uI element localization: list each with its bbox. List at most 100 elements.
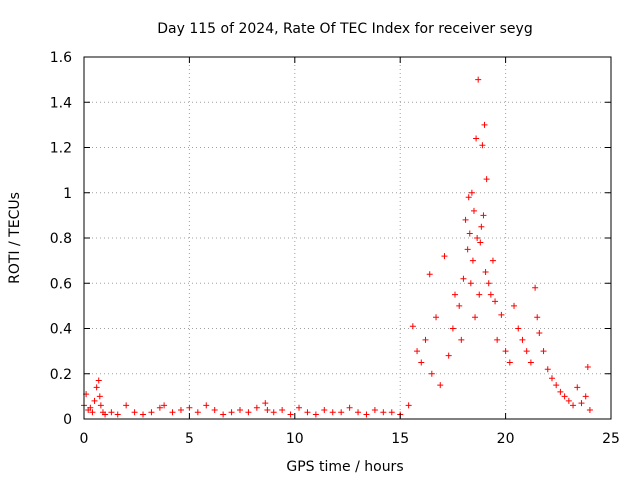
data-point: [93, 384, 100, 391]
data-point: [422, 336, 429, 343]
data-point: [468, 189, 475, 196]
data-point: [479, 142, 486, 149]
data-point: [329, 409, 336, 416]
x-tick-label: 5: [185, 431, 194, 447]
data-point: [557, 388, 564, 395]
data-point: [578, 400, 585, 407]
data-point: [476, 291, 483, 298]
data-point: [534, 314, 541, 321]
data-point: [487, 291, 494, 298]
data-point: [380, 409, 387, 416]
data-point: [475, 76, 482, 83]
data-point: [203, 402, 210, 409]
data-point: [449, 325, 456, 332]
data-point: [532, 284, 539, 291]
data-point: [96, 393, 103, 400]
data-point: [483, 176, 490, 183]
data-point: [527, 359, 534, 366]
data-point: [481, 121, 488, 128]
y-tick-label: 0.6: [50, 276, 72, 292]
data-point: [536, 330, 543, 337]
data-point: [502, 348, 509, 355]
data-point: [472, 314, 479, 321]
data-point: [464, 246, 471, 253]
data-point: [473, 135, 480, 142]
data-point: [570, 402, 577, 409]
data-point: [458, 336, 465, 343]
x-axis-label: GPS time / hours: [286, 459, 403, 475]
data-point: [574, 384, 581, 391]
data-point: [253, 404, 260, 411]
data-point: [523, 348, 530, 355]
data-point: [321, 406, 328, 413]
data-point: [220, 411, 227, 418]
y-tick-label: 0: [63, 412, 72, 428]
data-point: [211, 406, 218, 413]
data-point: [586, 406, 593, 413]
data-point: [582, 393, 589, 400]
data-point: [156, 404, 163, 411]
data-point: [140, 411, 147, 418]
data-point: [97, 402, 104, 409]
ticks-layer: 0 0.2 0.4 0.6 0.8 1 1.2 1.4 1.6 0 5 10 15 20 25: [50, 50, 620, 447]
data-point: [169, 409, 176, 416]
data-point: [456, 302, 463, 309]
y-tick-label: 1.2: [50, 141, 72, 157]
x-tick-label: 0: [80, 431, 89, 447]
data-point: [544, 366, 551, 373]
data-point: [355, 409, 362, 416]
data-point: [123, 402, 130, 409]
data-point: [228, 409, 235, 416]
data-point: [95, 377, 102, 384]
y-tick-label: 1: [63, 186, 72, 202]
data-point: [584, 363, 591, 370]
data-point: [477, 239, 484, 246]
x-tick-label: 25: [602, 431, 620, 447]
data-point: [515, 325, 522, 332]
data-point: [148, 409, 155, 416]
data-point: [492, 298, 499, 305]
grid-layer: [84, 57, 611, 419]
data-point: [371, 406, 378, 413]
y-axis-label: ROTI / TECUs: [7, 192, 23, 284]
data-point: [405, 402, 412, 409]
data-point: [452, 291, 459, 298]
data-point: [409, 323, 416, 330]
data-point: [296, 404, 303, 411]
data-point: [89, 409, 96, 416]
data-point: [466, 230, 473, 237]
y-tick-label: 1.6: [50, 50, 72, 66]
data-point: [437, 382, 444, 389]
data-point: [414, 348, 421, 355]
data-point: [312, 411, 319, 418]
points-layer: [81, 76, 593, 418]
data-point: [498, 311, 505, 318]
chart-title: Day 115 of 2024, Rate Of TEC Index for r…: [157, 21, 532, 37]
data-point: [561, 393, 568, 400]
data-point: [478, 223, 485, 230]
data-point: [474, 235, 481, 241]
data-point: [279, 406, 286, 413]
data-point: [540, 348, 547, 355]
x-tick-label: 20: [497, 431, 515, 447]
data-point: [441, 253, 448, 260]
data-point: [388, 409, 395, 416]
data-point: [460, 275, 467, 282]
data-point: [270, 409, 277, 416]
data-point: [511, 302, 518, 309]
data-point: [470, 207, 477, 214]
data-point: [494, 336, 501, 343]
data-point: [418, 359, 425, 366]
x-tick-label: 10: [286, 431, 304, 447]
data-point: [264, 406, 271, 413]
data-point: [114, 411, 121, 418]
data-point: [102, 411, 109, 418]
y-tick-label: 0.4: [50, 322, 72, 338]
data-point: [177, 406, 184, 413]
data-point: [426, 271, 433, 278]
data-point: [262, 400, 269, 407]
data-point: [338, 409, 345, 416]
